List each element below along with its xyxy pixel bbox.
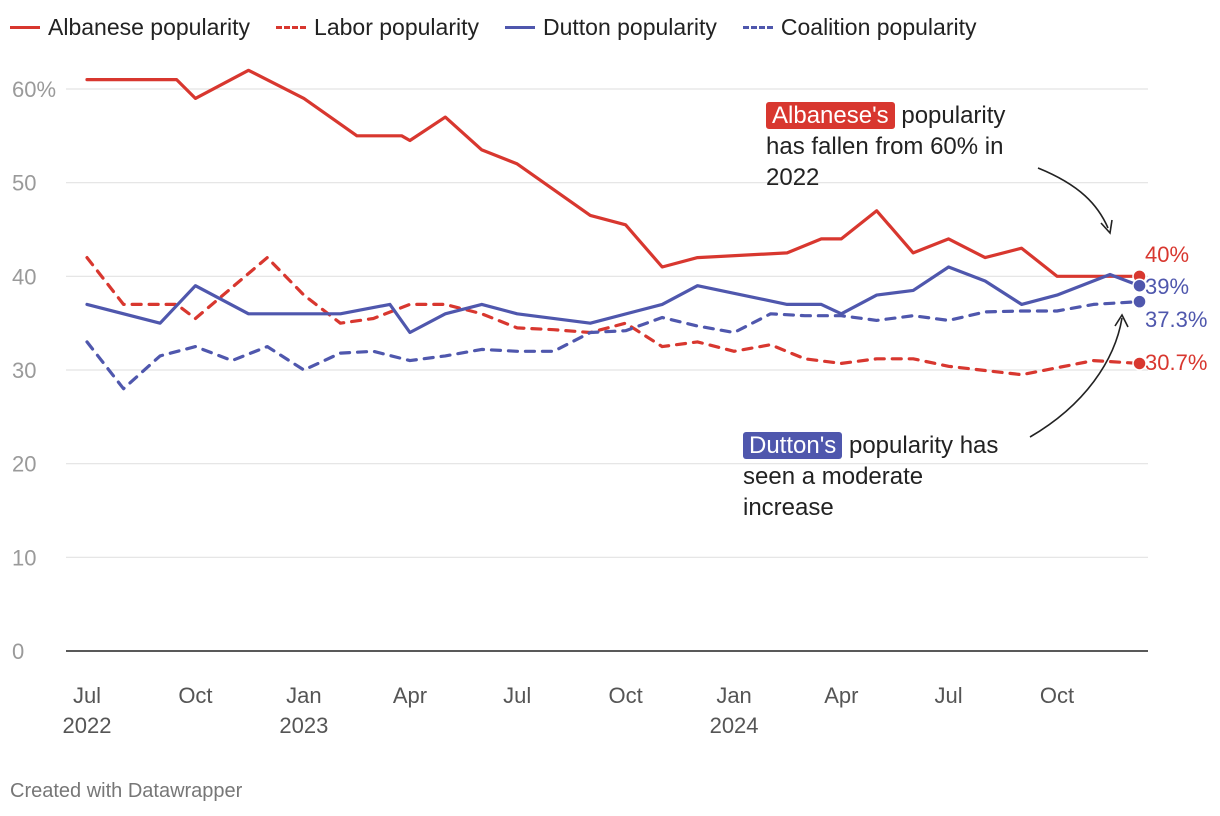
legend-label: Coalition popularity <box>780 14 977 40</box>
y-tick-label: 30 <box>12 358 36 383</box>
x-tick-label: Oct <box>1040 683 1074 708</box>
legend-item: Dutton popularity <box>504 14 717 41</box>
series-end-dot <box>1132 278 1147 293</box>
y-tick-label: 20 <box>12 452 36 477</box>
legend-swatch <box>10 26 40 29</box>
legend-label: Dutton popularity <box>542 14 717 40</box>
legend-swatch <box>504 26 535 29</box>
x-tick-year-label: 2024 <box>710 713 759 738</box>
y-axis: 0 10 20 30 40 50 60% <box>12 77 56 664</box>
annotation-albanese-line-2: has fallen from 60% in <box>766 133 1004 160</box>
series-end-label: 40% <box>1145 242 1189 267</box>
x-tick-label: Jan <box>286 683 321 708</box>
legend-item: Albanese popularity <box>10 14 250 41</box>
series-end-dot <box>1132 356 1147 371</box>
series-end-label: 39% <box>1145 274 1189 299</box>
y-tick-label: 60% <box>12 77 56 102</box>
x-tick-year-label: 2022 <box>63 713 112 738</box>
series-line <box>85 68 1142 278</box>
x-tick-label: Jul <box>935 683 963 708</box>
arrow-dutton <box>1029 317 1123 438</box>
series-line <box>85 265 1142 335</box>
series-end-dot <box>1132 294 1147 309</box>
x-tick-label: Jul <box>503 683 531 708</box>
legend-item: Coalition popularity <box>742 14 977 41</box>
y-tick-label: 10 <box>12 545 36 570</box>
arrowhead-dutton <box>1114 313 1129 328</box>
annotation-dutton-line-1: popularity has <box>842 432 999 459</box>
series-end-markers: 40% 30.7% 39% 37.3% <box>1132 242 1207 375</box>
y-tick-label: 50 <box>12 171 36 196</box>
annotation-albanese-highlight: Albanese's <box>766 102 895 129</box>
annotation-albanese-line-3: 2022 <box>766 164 820 191</box>
grid-lines <box>66 88 1148 652</box>
annotation-dutton-highlight: Dutton's <box>743 432 843 459</box>
annotation-albanese: Albanese's popularity has fallen from 60… <box>766 100 1005 193</box>
x-tick-label: Oct <box>178 683 212 708</box>
series-end-label: 30.7% <box>1145 350 1207 375</box>
annotation-albanese-line-1: popularity <box>894 102 1006 129</box>
series-lines <box>85 68 1142 391</box>
x-axis: Jul 2022 Oct Jan 2023 Apr Jul Oct Jan 2024 Apr Jul O… <box>63 683 1075 738</box>
legend-label: Labor popularity <box>314 14 479 40</box>
x-tick-label: Apr <box>393 683 427 708</box>
x-tick-year-label: 2023 <box>279 713 328 738</box>
legend-swatch <box>276 26 307 29</box>
x-tick-label: Jan <box>716 683 751 708</box>
x-tick-label: Apr <box>824 683 858 708</box>
x-tick-label: Oct <box>609 683 643 708</box>
series-line <box>85 300 1142 391</box>
annotation-dutton: Dutton's popularity has seen a moderate … <box>743 430 998 523</box>
y-tick-label: 40 <box>12 264 36 289</box>
arrow-albanese <box>1037 167 1109 229</box>
annotation-dutton-line-3: increase <box>743 494 834 521</box>
legend-label: Albanese popularity <box>48 14 251 40</box>
annotation-dutton-line-2: seen a moderate <box>743 463 924 490</box>
annotation-arrows <box>1029 167 1129 438</box>
series-end-label: 37.3% <box>1145 307 1207 332</box>
legend-item: Labor popularity <box>276 14 479 41</box>
arrowhead-albanese <box>1100 219 1113 235</box>
chart-legend: Albanese popularity Labor popularity Dutto… <box>10 14 977 41</box>
footer-credit: Created with Datawrapper <box>10 780 243 802</box>
y-tick-label: 0 <box>12 639 24 664</box>
legend-swatch <box>742 26 773 29</box>
x-tick-label: Jul <box>73 683 101 708</box>
